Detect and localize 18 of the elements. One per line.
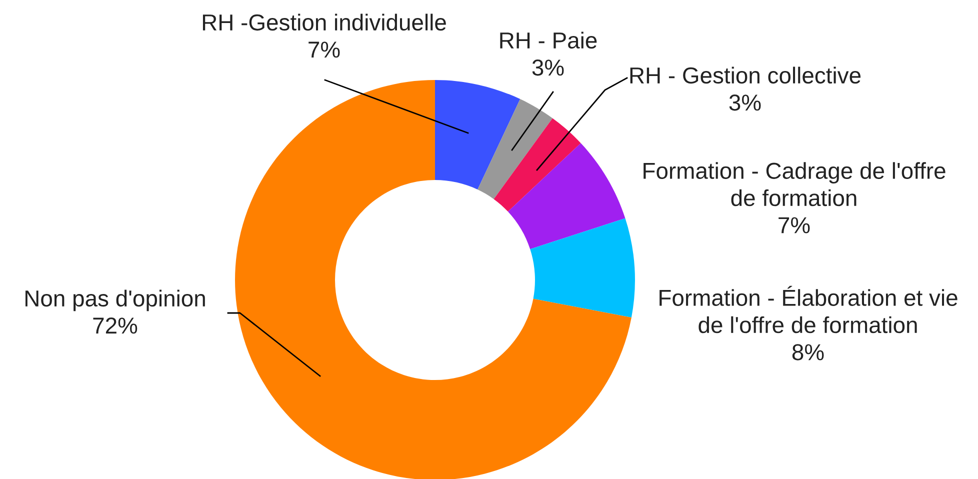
slice-label: Formation - Élaboration et vie de l'offre de formation [660, 286, 958, 334]
data-label: 3% [532, 60, 564, 76]
donut-slice [508, 143, 626, 250]
data-label: 8% [792, 344, 824, 360]
data-label: 7% [308, 42, 340, 58]
data-label: 7% [778, 217, 810, 234]
donut-slice [478, 99, 553, 200]
donut-slice [494, 118, 581, 212]
slice-label: RH -Gestion individuelle [202, 14, 446, 31]
data-label: 72% [93, 318, 138, 334]
slice-label: Non pas d'opinion [26, 290, 205, 312]
slice-label: Formation - Cadrage de l'offre de formation [644, 162, 946, 206]
slice-label: RH - Paie [500, 32, 597, 49]
donut-slice [435, 80, 520, 190]
slice-label: RH - Gestion collective [630, 66, 861, 84]
donut-slice [530, 218, 635, 318]
donut-slice [235, 80, 632, 479]
data-label: 3% [729, 94, 761, 111]
